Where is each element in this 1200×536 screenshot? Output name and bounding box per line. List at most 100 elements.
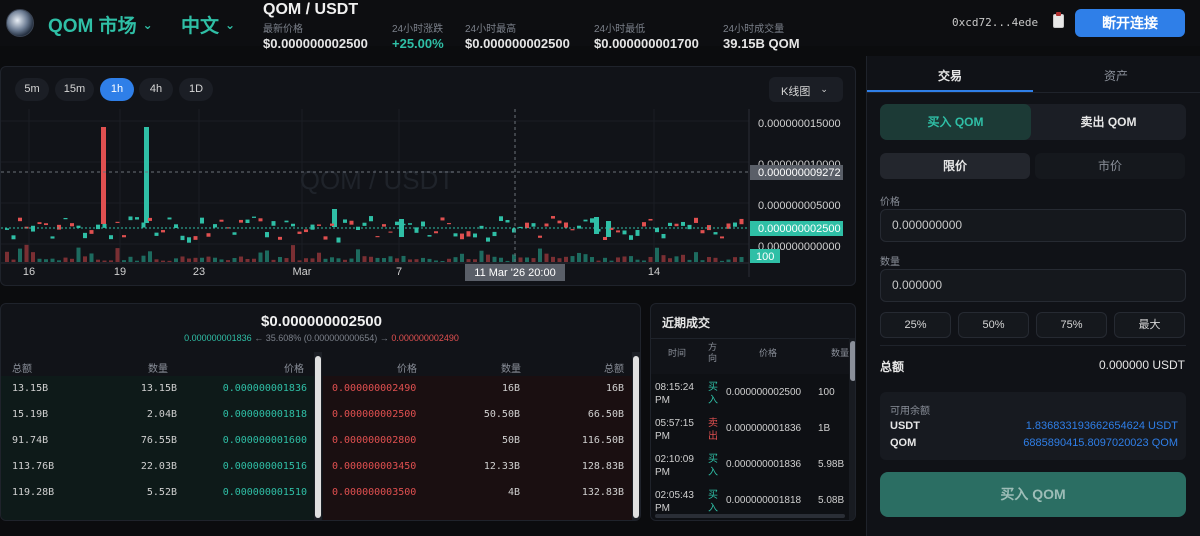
candle <box>167 217 172 220</box>
timeframe-4h[interactable]: 4h <box>139 78 173 101</box>
candle <box>317 224 321 226</box>
trades-scrollbar[interactable] <box>849 338 855 520</box>
candle <box>564 222 568 228</box>
bid-row[interactable]: 15.19B 2.04B 0.000000001818 <box>1 402 314 428</box>
candle <box>336 237 341 243</box>
bid-total: 91.74B <box>12 435 49 446</box>
date-tick: 14 <box>648 266 660 278</box>
trade-side: 买入 <box>708 382 718 406</box>
candle <box>115 221 120 223</box>
volume-bars <box>5 244 744 262</box>
candle <box>733 222 737 227</box>
disconnect-button[interactable]: 断开连接 <box>1075 9 1185 37</box>
volume-bar <box>135 260 139 262</box>
amount-input[interactable]: 0.000000 <box>880 269 1186 302</box>
volume-bar <box>187 258 191 262</box>
wallet-address: 0xcd72...4ede <box>952 16 1039 29</box>
ask-scrollbar[interactable] <box>632 352 640 520</box>
candle <box>694 217 698 223</box>
candle <box>603 236 607 241</box>
timeframe-15m[interactable]: 15m <box>55 78 94 101</box>
stat-24h-volume: 24小时成交量 39.15B QOM <box>723 20 800 51</box>
balance-amount[interactable]: 6885890415.8097020023 QOM <box>1023 437 1178 449</box>
ask-row[interactable]: 0.000000003450 12.33B 128.83B <box>323 454 632 480</box>
trade-row: 02:10:09 PM 买入 0.000000001836 5.98B <box>651 448 851 482</box>
ask-qty: 50B <box>501 435 520 446</box>
volume-bar <box>440 260 445 262</box>
ask-row[interactable]: 0.000000003500 4B 132.83B <box>323 480 632 506</box>
candle <box>622 230 627 235</box>
balance-asset: QOM <box>890 437 917 449</box>
bid-row[interactable]: 119.28B 5.52B 0.000000001510 <box>1 480 314 506</box>
volume-bar <box>369 256 373 262</box>
candle <box>219 219 224 222</box>
trades-horizontal-scrollbar[interactable] <box>655 514 845 518</box>
limit-order-tab[interactable]: 限价 <box>880 153 1030 179</box>
volume-tag-label: 100 <box>756 251 774 263</box>
candle <box>421 221 425 227</box>
candle <box>616 230 620 233</box>
tab-trade[interactable]: 交易 <box>938 69 963 83</box>
ask-row[interactable]: 0.000000002800 50B 116.50B <box>323 428 632 454</box>
bid-row[interactable]: 13.15B 13.15B 0.000000001836 <box>1 376 314 402</box>
candle <box>232 232 237 235</box>
scrollbar-thumb[interactable] <box>633 356 639 518</box>
timeframe-5m[interactable]: 5m <box>15 78 49 101</box>
candle <box>193 236 198 240</box>
candle <box>362 222 367 226</box>
percent-50-button[interactable]: 50% <box>958 312 1029 338</box>
scrollbar-thumb[interactable] <box>315 356 321 518</box>
eagle-logo-icon[interactable] <box>6 9 34 37</box>
total-value: 0.000000 USDT <box>1098 358 1185 372</box>
trade-side: 买入 <box>708 490 718 514</box>
candle <box>18 217 22 222</box>
tab-assets[interactable]: 资产 <box>1104 69 1129 83</box>
percent-75-button[interactable]: 75% <box>1036 312 1107 338</box>
trade-time: 02:10:09 PM <box>655 454 694 478</box>
candlestick-chart[interactable]: QOM / USDT 0.000000015000 0.000000010000… <box>1 109 856 286</box>
chart-type-select[interactable]: K线图 ⌄ <box>769 77 843 102</box>
candle <box>239 219 243 223</box>
candle <box>460 233 464 240</box>
ask-row[interactable]: 0.000000002500 50.50B 66.50B <box>323 402 632 428</box>
candle <box>252 216 256 218</box>
balance-amount[interactable]: 1.836833193662654624 USDT <box>1025 420 1178 432</box>
candle <box>525 222 529 229</box>
buy-qom-toggle[interactable]: 买入 QOM <box>880 104 1031 140</box>
market-order-tab[interactable]: 市价 <box>1035 153 1185 179</box>
market-selector[interactable]: QOM 市场 ⌄ <box>48 11 153 38</box>
volume-bar <box>434 260 438 262</box>
price-input[interactable]: 0.000000000 <box>880 209 1186 242</box>
percent-25-button[interactable]: 25% <box>880 312 951 338</box>
volume-bar <box>739 257 744 262</box>
volume-bar <box>700 260 705 262</box>
candle <box>109 235 113 240</box>
volume-bar <box>382 258 386 262</box>
candle <box>206 233 211 237</box>
volume-bar <box>401 255 406 262</box>
candle <box>577 225 581 229</box>
volume-bar <box>63 257 68 262</box>
spread-ask: 0.000000002490 <box>391 333 459 343</box>
copy-clipboard-icon[interactable] <box>1053 12 1064 28</box>
date-tick: 23 <box>193 266 205 278</box>
candle <box>606 221 611 237</box>
volume-bar <box>635 259 640 262</box>
bid-row[interactable]: 91.74B 76.55B 0.000000001600 <box>1 428 314 454</box>
trades-header-price: 价格 <box>759 348 778 358</box>
bid-scrollbar[interactable] <box>314 352 322 520</box>
volume-bar <box>687 259 692 262</box>
timeframe-1d[interactable]: 1D <box>179 78 213 101</box>
scrollbar-thumb[interactable] <box>850 341 855 381</box>
bid-row[interactable]: 113.76B 22.03B 0.000000001516 <box>1 454 314 480</box>
volume-bar <box>304 258 308 262</box>
percent-max-button[interactable]: 最大 <box>1114 312 1185 338</box>
candle <box>258 218 263 222</box>
sell-qom-toggle[interactable]: 卖出 QOM <box>1080 115 1137 129</box>
timeframe-1h[interactable]: 1h <box>100 78 134 101</box>
buy-qom-submit-button[interactable]: 买入 QOM <box>880 472 1186 517</box>
bid-list: 13.15B 13.15B 0.000000001836 15.19B 2.04B 0.… <box>1 376 314 520</box>
ask-row[interactable]: 0.000000002490 16B 16B <box>323 376 632 402</box>
language-selector[interactable]: 中文 ⌄ <box>181 11 235 38</box>
volume-bar <box>323 258 328 262</box>
